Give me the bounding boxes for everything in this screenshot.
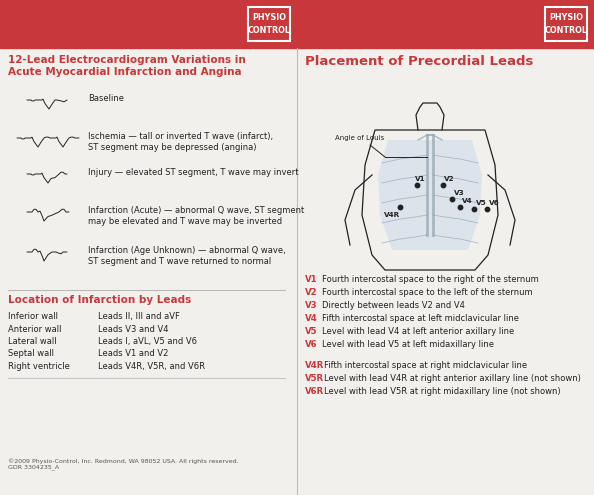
Text: V3: V3 — [454, 190, 465, 196]
Text: V1: V1 — [415, 176, 426, 182]
Text: Location of Infarction by Leads: Location of Infarction by Leads — [8, 295, 191, 305]
Text: ST segment and T wave returned to normal: ST segment and T wave returned to normal — [88, 257, 271, 266]
Text: Right ventricle: Right ventricle — [8, 362, 70, 371]
Text: Directly between leads V2 and V4: Directly between leads V2 and V4 — [322, 301, 465, 310]
Text: V2: V2 — [305, 288, 318, 297]
Text: CONTROL: CONTROL — [545, 26, 587, 35]
Text: PHYSIO: PHYSIO — [549, 13, 583, 22]
Text: Inferior wall: Inferior wall — [8, 312, 58, 321]
Text: Fifth intercostal space at left midclavicular line: Fifth intercostal space at left midclavi… — [322, 314, 519, 323]
Text: Infarction (Acute) — abnormal Q wave, ST segment: Infarction (Acute) — abnormal Q wave, ST… — [88, 206, 304, 215]
Text: Acute Myocardial Infarction and Angina: Acute Myocardial Infarction and Angina — [8, 67, 242, 77]
Text: 12-Lead Electrocardiogram Variations in: 12-Lead Electrocardiogram Variations in — [8, 55, 246, 65]
Polygon shape — [378, 140, 482, 250]
Text: V4: V4 — [305, 314, 318, 323]
Text: Fifth intercostal space at right midclavicular line: Fifth intercostal space at right midclav… — [324, 361, 527, 370]
Text: Leads V1 and V2: Leads V1 and V2 — [98, 349, 168, 358]
Text: PHYSIO: PHYSIO — [252, 13, 286, 22]
Text: Leads V4R, V5R, and V6R: Leads V4R, V5R, and V6R — [98, 362, 205, 371]
Text: Septal wall: Septal wall — [8, 349, 54, 358]
Text: Level with lead V5 at left midaxillary line: Level with lead V5 at left midaxillary l… — [322, 340, 494, 349]
Bar — [248, 7, 290, 41]
Text: Level with lead V4 at left anterior axillary line: Level with lead V4 at left anterior axil… — [322, 327, 514, 336]
Text: V5: V5 — [305, 327, 318, 336]
Text: V5R: V5R — [305, 374, 324, 383]
Text: ©2009 Physio-Control, Inc. Redmond, WA 98052 USA. All rights reserved.
GDR 33042: ©2009 Physio-Control, Inc. Redmond, WA 9… — [8, 458, 239, 470]
Text: V3: V3 — [305, 301, 318, 310]
Text: ST segment may be depressed (angina): ST segment may be depressed (angina) — [88, 143, 257, 152]
Text: Fourth intercostal space to the left of the sternum: Fourth intercostal space to the left of … — [322, 288, 533, 297]
Text: Lateral wall: Lateral wall — [8, 337, 56, 346]
Bar — [297, 0, 594, 48]
Text: V6: V6 — [489, 200, 500, 206]
Text: V4: V4 — [462, 198, 473, 204]
Text: Anterior wall: Anterior wall — [8, 325, 62, 334]
Text: Leads I, aVL, V5 and V6: Leads I, aVL, V5 and V6 — [98, 337, 197, 346]
Text: V6R: V6R — [305, 387, 324, 396]
Text: V4R: V4R — [305, 361, 324, 370]
Bar — [545, 7, 587, 41]
Text: Angle of Louis: Angle of Louis — [335, 135, 384, 141]
Text: V5: V5 — [476, 200, 486, 206]
Text: Ischemia — tall or inverted T wave (infarct),: Ischemia — tall or inverted T wave (infa… — [88, 132, 273, 141]
Text: Injury — elevated ST segment, T wave may invert: Injury — elevated ST segment, T wave may… — [88, 168, 299, 177]
Text: Baseline: Baseline — [88, 94, 124, 103]
Text: Level with lead V5R at right midaxillary line (not shown): Level with lead V5R at right midaxillary… — [324, 387, 561, 396]
Text: V1: V1 — [305, 275, 318, 284]
Text: Fourth intercostal space to the right of the sternum: Fourth intercostal space to the right of… — [322, 275, 539, 284]
Text: Leads II, III and aVF: Leads II, III and aVF — [98, 312, 180, 321]
Text: V2: V2 — [444, 176, 454, 182]
Text: Placement of Precordial Leads: Placement of Precordial Leads — [305, 55, 533, 68]
Text: V6: V6 — [305, 340, 318, 349]
Text: Leads V3 and V4: Leads V3 and V4 — [98, 325, 169, 334]
Bar — [0, 0, 297, 48]
Text: V4R: V4R — [384, 212, 400, 218]
Text: Level with lead V4R at right anterior axillary line (not shown): Level with lead V4R at right anterior ax… — [324, 374, 581, 383]
Text: may be elevated and T wave may be inverted: may be elevated and T wave may be invert… — [88, 217, 282, 226]
Text: Infarction (Age Unknown) — abnormal Q wave,: Infarction (Age Unknown) — abnormal Q wa… — [88, 246, 286, 255]
Text: CONTROL: CONTROL — [248, 26, 290, 35]
